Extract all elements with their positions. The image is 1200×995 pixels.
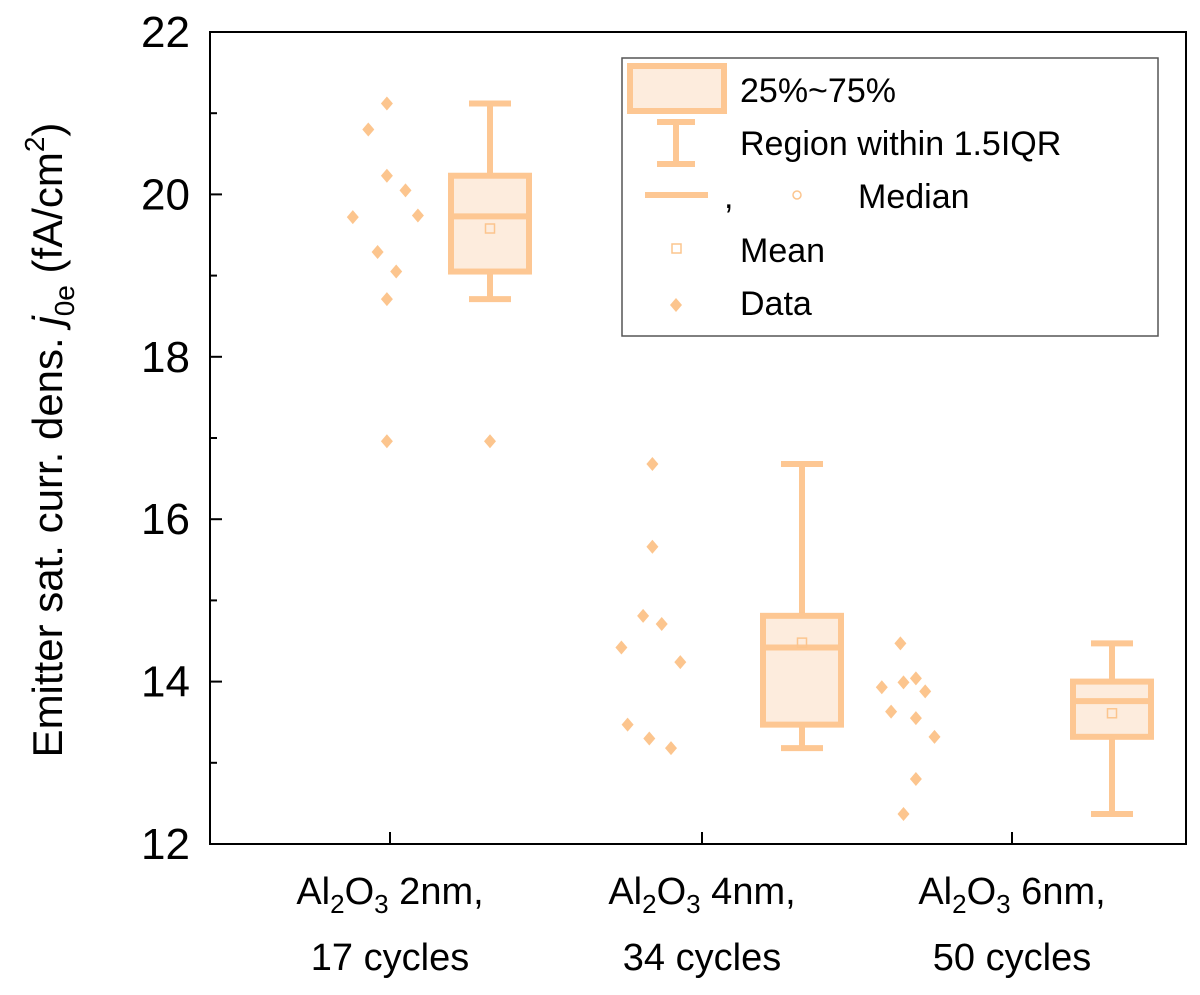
axis-ticks-layer: 12 14 16 18 20 22 (141, 8, 1013, 869)
x-category-label-line2: 50 cycles (933, 937, 1091, 979)
data-point (909, 671, 922, 686)
legend-mean-swatch (671, 243, 682, 254)
x-category-label-line1: Al2O3 4nm, (608, 871, 795, 919)
legend-data-label: Data (740, 285, 812, 323)
legend-box-label: 25%~75% (740, 72, 896, 110)
data-point (399, 183, 412, 198)
mean-marker (796, 637, 808, 648)
legend-whisker-swatch (657, 119, 695, 167)
data-point (897, 675, 910, 690)
boxes-layer (448, 100, 1154, 817)
y-axis-label: Emitter sat. curr. dens. j0e (fA/cm2) (19, 123, 80, 758)
data-point (885, 704, 898, 719)
mean-marker (1106, 708, 1118, 719)
iqr-box (760, 612, 844, 728)
y-tick-label: 22 (141, 8, 190, 57)
data-point (621, 717, 634, 732)
mean-marker (484, 223, 496, 234)
data-point (655, 616, 668, 631)
box-group (448, 100, 532, 449)
legend-median-label: Median (858, 178, 970, 216)
iqr-box (1070, 678, 1154, 740)
data-point (646, 456, 659, 471)
category-labels-layer: Al2O3 2nm, 17 cycles Al2O3 4nm, 34 cycles Al… (296, 871, 1105, 979)
y-tick-label: 12 (141, 820, 190, 869)
legend-median-marker-swatch (792, 190, 802, 200)
data-point (665, 741, 677, 756)
legend-box-swatch (627, 63, 727, 114)
data-point (380, 96, 393, 111)
data-point (362, 122, 375, 137)
y-tick-label: 20 (141, 170, 190, 219)
data-point (909, 772, 922, 787)
legend-mean-label: Mean (740, 232, 825, 270)
box-group (1070, 640, 1154, 817)
data-point (894, 636, 907, 651)
legend-data-swatch (670, 298, 682, 312)
box-group (760, 460, 844, 752)
x-category-label-line1: Al2O3 2nm, (296, 871, 483, 919)
data-point (674, 655, 687, 670)
data-point (346, 210, 359, 225)
data-point (380, 434, 393, 449)
data-point (919, 684, 932, 699)
data-point (875, 680, 888, 695)
legend: 25%~75% Region within 1.5IQR , Median Me… (621, 57, 1159, 337)
data-point (909, 711, 922, 726)
outlier-point (484, 434, 496, 449)
data-point (411, 208, 424, 223)
x-category-label-line2: 17 cycles (311, 937, 469, 979)
data-point (646, 539, 659, 554)
x-category-label-line2: 34 cycles (623, 937, 781, 979)
data-point (637, 608, 650, 623)
data-point (643, 731, 656, 746)
data-points-layer (346, 96, 941, 821)
data-point (615, 640, 628, 655)
data-point (897, 806, 910, 821)
data-point (371, 245, 384, 260)
data-point (380, 168, 393, 183)
y-tick-label: 14 (141, 658, 190, 707)
data-point (928, 729, 941, 744)
y-tick-label: 16 (141, 495, 190, 544)
data-point (390, 264, 403, 279)
data-point (380, 292, 393, 307)
legend-whisker-label: Region within 1.5IQR (740, 125, 1061, 163)
x-category-label-line1: Al2O3 6nm, (918, 871, 1105, 919)
legend-median-separator: , (724, 178, 733, 216)
y-tick-label: 18 (141, 333, 190, 382)
